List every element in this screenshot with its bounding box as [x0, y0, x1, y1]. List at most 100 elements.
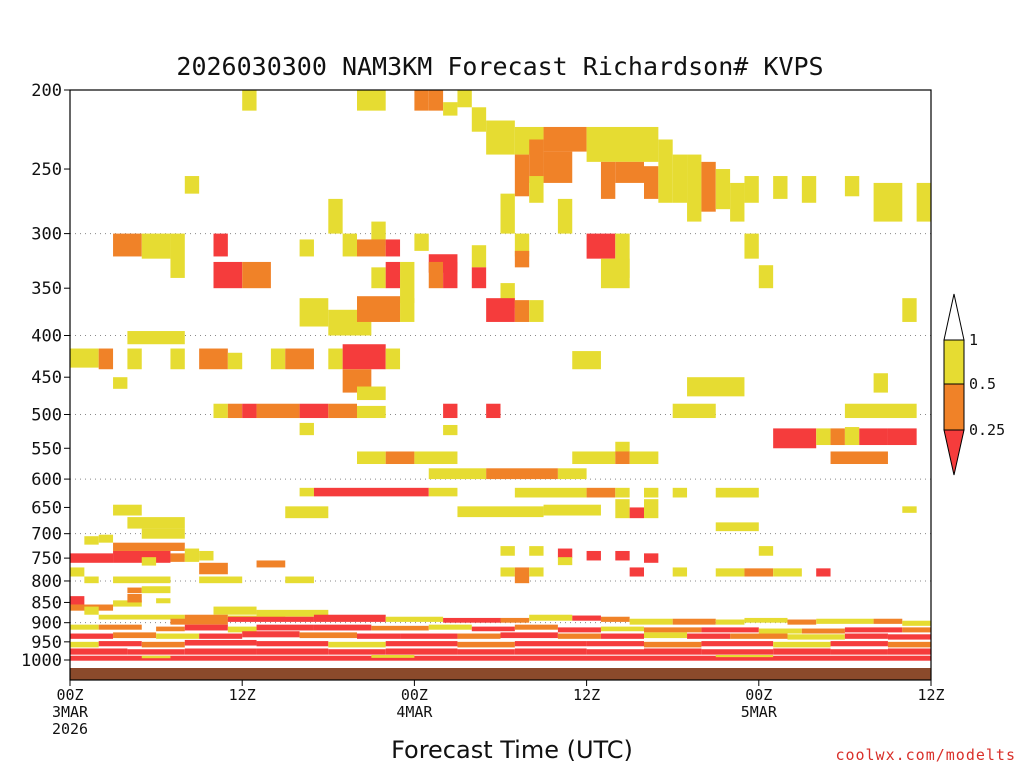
ri-cell — [170, 233, 185, 278]
ri-cell — [500, 617, 530, 623]
ri-cell — [141, 528, 185, 539]
ri-cell — [529, 300, 544, 322]
ri-cell — [70, 655, 931, 661]
ri-cell — [701, 641, 774, 647]
ri-cell — [486, 403, 501, 419]
x-tick-label: 5MAR — [741, 703, 778, 721]
ri-cell — [357, 239, 386, 257]
ri-cell — [887, 428, 917, 446]
ri-cell — [644, 553, 659, 563]
ri-cell — [227, 352, 243, 370]
ri-cell — [672, 567, 688, 577]
ri-cell — [400, 298, 415, 322]
ri-cell — [615, 499, 630, 519]
ri-cell — [113, 233, 142, 257]
ri-cell — [629, 451, 659, 465]
ri-cell — [830, 428, 845, 446]
ri-cell — [758, 628, 802, 634]
ri-cell — [457, 90, 472, 108]
ri-cell — [98, 534, 114, 543]
x-tick-label: 00Z — [745, 686, 772, 704]
ri-cell — [500, 546, 515, 556]
x-axis-label: Forecast Time (UTC) — [391, 736, 633, 764]
ri-cell — [357, 386, 386, 401]
ri-cell — [773, 641, 831, 648]
ri-cell — [514, 567, 530, 577]
ri-cell — [98, 614, 185, 620]
y-axis: 200 250 300 350 400 450 500 550 600 650 700 750 8008… — [21, 81, 70, 671]
ri-cell — [486, 468, 558, 480]
ri-cell — [844, 627, 903, 633]
ri-cell — [543, 126, 587, 152]
ri-cell — [84, 576, 99, 584]
ri-cell — [471, 107, 487, 132]
ri-cell — [514, 154, 530, 197]
ri-cell — [557, 468, 587, 480]
ri-cell — [428, 487, 458, 497]
legend-label: 0.5 — [969, 375, 996, 393]
y-tick-label: 500 — [31, 406, 62, 426]
ri-cell — [227, 403, 243, 419]
ri-cell — [744, 568, 774, 577]
ri-cell — [644, 166, 659, 199]
ri-cell — [529, 546, 544, 556]
ri-cell — [816, 428, 831, 446]
ri-cell — [887, 648, 931, 655]
ri-cell — [744, 233, 759, 259]
ri-cell — [600, 626, 644, 632]
ri-cell — [443, 261, 458, 289]
ri-cell — [773, 648, 831, 655]
ri-cell — [844, 633, 888, 639]
ri-cell — [629, 618, 673, 625]
ri-cell — [385, 261, 401, 289]
ri-cell — [385, 451, 415, 465]
ri-cell — [514, 487, 587, 498]
ri-cell — [773, 568, 802, 577]
ri-cell — [600, 258, 630, 289]
ri-cell — [615, 451, 630, 465]
ri-cell — [242, 261, 271, 289]
y-tick-label: 300 — [31, 225, 62, 245]
ri-cell — [887, 641, 931, 648]
ri-cell — [385, 239, 401, 257]
ri-cell — [443, 424, 458, 436]
ri-cell — [184, 624, 228, 631]
ri-cell — [787, 634, 845, 640]
ri-cell — [615, 441, 630, 455]
ri-cell — [199, 550, 214, 561]
ri-cell — [98, 641, 142, 647]
ri-cell — [285, 506, 329, 519]
ri-cell — [730, 182, 745, 222]
y-tick-label: 550 — [31, 439, 62, 459]
ri-cell — [371, 221, 386, 246]
x-tick-label: 12Z — [229, 686, 256, 704]
y-tick-label: 850 — [31, 593, 62, 613]
ri-cell — [414, 451, 458, 465]
ri-cell — [256, 403, 300, 419]
ri-cell — [773, 176, 788, 199]
ri-cell — [371, 625, 429, 631]
surface-band — [70, 668, 931, 680]
ri-cell — [199, 633, 243, 639]
ri-cell — [787, 619, 817, 625]
ri-cell — [615, 161, 644, 183]
ri-cell — [328, 348, 343, 370]
legend-bottom-arrow — [943, 429, 965, 476]
y-tick-label: 950 — [31, 633, 62, 653]
ri-cell — [514, 575, 530, 584]
ri-cell — [371, 267, 386, 289]
ri-cell — [486, 298, 515, 322]
ri-cell — [514, 624, 558, 630]
ri-cell — [457, 641, 515, 648]
ri-cell — [457, 649, 515, 655]
ri-cell — [816, 568, 831, 577]
ri-cell — [242, 90, 257, 111]
ri-cell — [443, 102, 458, 116]
ri-cell — [199, 348, 228, 370]
ri-cell — [586, 641, 644, 647]
legend: 1 0.5 0.25 — [943, 293, 1005, 476]
ri-cell — [256, 641, 329, 647]
ri-cell — [457, 506, 544, 518]
y-tick-label: 800 — [31, 572, 62, 592]
ri-cell — [830, 641, 888, 647]
